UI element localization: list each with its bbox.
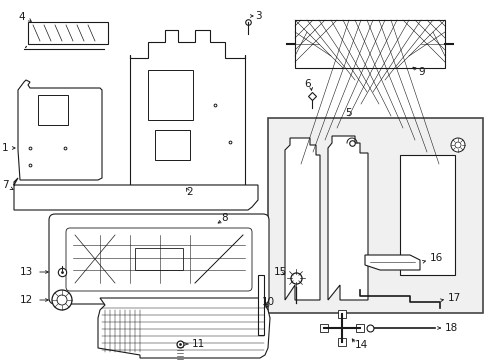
Text: 13: 13 xyxy=(20,267,33,277)
Polygon shape xyxy=(14,178,258,210)
Text: 4: 4 xyxy=(19,12,25,22)
FancyArrowPatch shape xyxy=(25,46,26,48)
Text: 11: 11 xyxy=(192,339,205,349)
Polygon shape xyxy=(364,255,419,270)
Text: 3: 3 xyxy=(254,11,261,21)
Text: 8: 8 xyxy=(221,213,228,223)
Circle shape xyxy=(52,290,72,310)
Polygon shape xyxy=(18,80,102,180)
Bar xyxy=(337,310,346,318)
FancyBboxPatch shape xyxy=(49,214,268,304)
FancyBboxPatch shape xyxy=(66,228,251,291)
Text: 6: 6 xyxy=(304,79,311,89)
Circle shape xyxy=(454,142,460,148)
Text: 15: 15 xyxy=(273,267,286,277)
Text: 1: 1 xyxy=(1,143,8,153)
Text: 18: 18 xyxy=(444,323,457,333)
Text: 9: 9 xyxy=(417,67,424,77)
Text: 2: 2 xyxy=(186,187,193,197)
Bar xyxy=(294,20,444,68)
Circle shape xyxy=(450,138,464,152)
Bar xyxy=(28,22,108,44)
Bar xyxy=(337,338,346,346)
Bar xyxy=(319,324,327,332)
Bar xyxy=(38,95,68,125)
Text: 17: 17 xyxy=(447,293,460,303)
Text: 14: 14 xyxy=(354,340,367,350)
Polygon shape xyxy=(98,298,269,358)
Text: 16: 16 xyxy=(429,253,442,263)
Bar xyxy=(258,275,264,335)
Bar xyxy=(135,248,183,270)
Polygon shape xyxy=(327,136,367,300)
Bar xyxy=(155,130,190,160)
Polygon shape xyxy=(285,138,319,300)
Circle shape xyxy=(57,295,67,305)
Bar xyxy=(355,324,363,332)
Polygon shape xyxy=(130,30,244,185)
Text: 10: 10 xyxy=(262,297,275,307)
Text: 7: 7 xyxy=(1,180,8,190)
Text: 5: 5 xyxy=(344,108,350,118)
Text: 12: 12 xyxy=(20,295,33,305)
Bar xyxy=(399,155,454,275)
Bar xyxy=(267,118,482,313)
Bar xyxy=(148,70,193,120)
